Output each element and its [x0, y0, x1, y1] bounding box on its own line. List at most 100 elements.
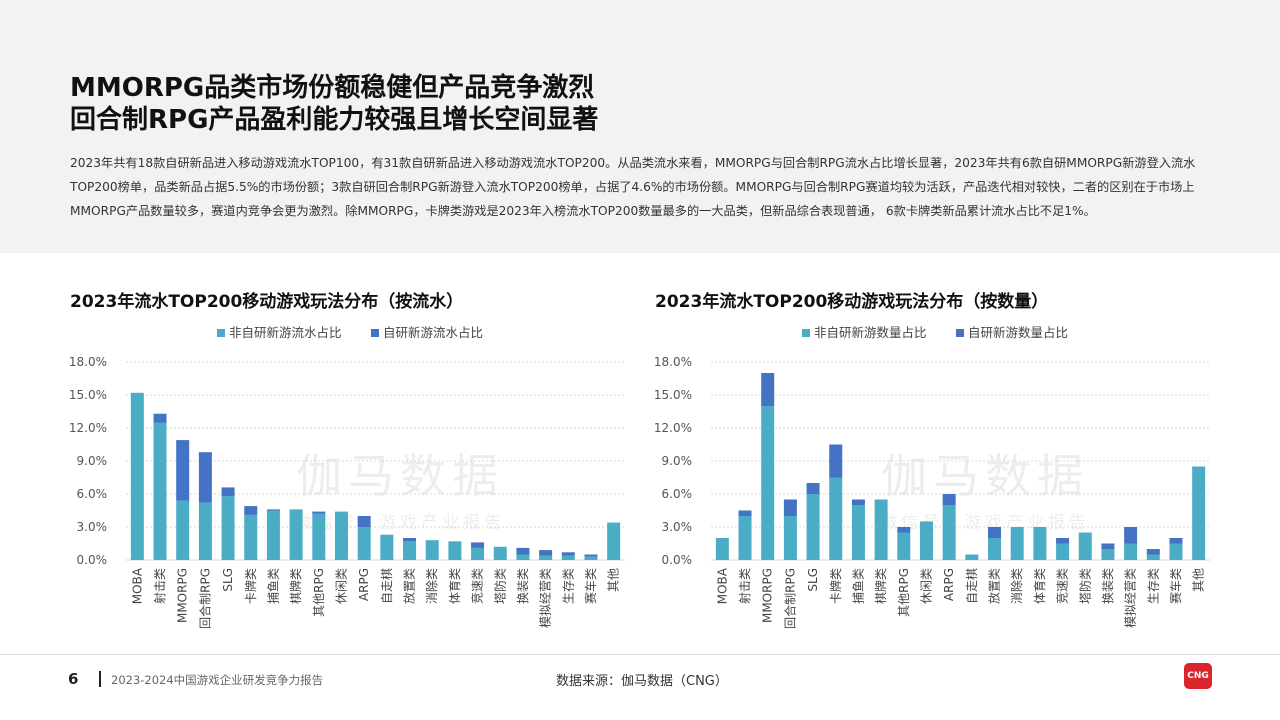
bar-segment — [919, 521, 933, 560]
y-tick-label: 18.0% — [654, 355, 692, 369]
y-tick-label: 0.0% — [662, 553, 693, 567]
x-tick-label: 其他 — [1192, 568, 1206, 592]
x-tick-label: 其他RPG — [897, 568, 911, 617]
bar-segment — [897, 532, 911, 560]
y-tick-label: 9.0% — [77, 454, 108, 468]
y-tick-label: 18.0% — [69, 355, 107, 369]
bar-segment — [988, 538, 1002, 560]
bar-segment — [198, 452, 212, 503]
legend-label: 非自研新游数量占比 — [814, 325, 927, 340]
bar-segment — [851, 505, 865, 560]
bar-segment — [1146, 554, 1160, 560]
bar-segment — [266, 510, 280, 560]
bar-segment — [1192, 466, 1206, 560]
x-tick-label: 其他RPG — [312, 568, 326, 617]
x-tick-label: 体育类 — [447, 568, 462, 604]
x-tick-label: 消除类 — [424, 568, 439, 604]
bar-segment — [1169, 538, 1183, 544]
watermark-main: 伽马数据 — [296, 449, 504, 503]
footer-divider — [0, 654, 1280, 655]
x-tick-label: 放置类 — [402, 568, 417, 604]
y-tick-label: 12.0% — [69, 421, 107, 435]
bar-segment — [493, 546, 507, 560]
bar-segment — [1124, 527, 1138, 544]
bar-segment — [334, 511, 348, 560]
bar-segment — [1033, 527, 1047, 560]
bar-segment — [153, 413, 167, 423]
bar-segment — [897, 527, 911, 533]
footer-separator — [99, 671, 101, 687]
legend-swatch — [802, 329, 810, 337]
bar-segment — [221, 496, 235, 560]
bar-segment — [221, 487, 235, 497]
bar-segment — [312, 513, 326, 560]
page-number: 6 — [68, 670, 79, 688]
legend-swatch — [956, 329, 964, 337]
bar-segment — [312, 511, 326, 514]
x-tick-label: 休闲类 — [334, 568, 348, 604]
x-tick-label: 放置类 — [987, 568, 1002, 604]
title-line-1: MMORPG品类市场份额稳健但产品竞争激烈 — [70, 73, 595, 103]
bar-segment — [357, 516, 371, 527]
bar-segment — [806, 494, 820, 560]
y-tick-label: 15.0% — [69, 388, 107, 402]
header-panel: MMORPG品类市场份额稳健但产品竞争激烈 回合制RPG产品盈利能力较强且增长空… — [0, 0, 1280, 253]
bar-segment — [783, 516, 797, 560]
description-paragraph: 2023年共有18款自研新品进入移动游戏流水TOP100，有31款自研新品进入移… — [70, 156, 1196, 218]
bar-segment — [448, 541, 462, 560]
x-tick-label: 换装类 — [1101, 568, 1115, 604]
bar-segment — [289, 509, 303, 560]
bar-segment — [942, 494, 956, 505]
x-tick-label: 体育类 — [1032, 568, 1047, 604]
bar-segment — [1010, 527, 1024, 560]
y-tick-label: 15.0% — [654, 388, 692, 402]
bar-segment — [584, 554, 598, 557]
legend-label: 自研新游数量占比 — [968, 325, 1068, 340]
x-tick-label: 棋牌类 — [289, 568, 303, 604]
x-tick-label: 塔防类 — [1077, 568, 1092, 604]
x-tick-label: 卡牌类 — [244, 568, 258, 604]
bar-segment — [988, 527, 1002, 538]
x-tick-label: 棋牌类 — [874, 568, 888, 604]
y-tick-label: 6.0% — [662, 487, 693, 501]
bar-segment — [403, 541, 417, 560]
bar-segment — [516, 547, 530, 555]
y-tick-label: 6.0% — [77, 487, 108, 501]
bar-segment — [1056, 543, 1070, 560]
bar-segment — [584, 556, 598, 560]
x-tick-label: 生存类 — [561, 568, 575, 604]
y-tick-label: 3.0% — [662, 520, 693, 534]
bar-segment — [561, 555, 575, 560]
x-tick-label: 换装类 — [516, 568, 530, 604]
bar-segment — [471, 542, 485, 548]
bar-segment — [783, 499, 797, 516]
bar-segment — [471, 547, 485, 560]
bar-segment — [942, 505, 956, 560]
bar-segment — [266, 509, 280, 511]
y-tick-label: 9.0% — [662, 454, 693, 468]
bar-segment — [1078, 532, 1092, 560]
x-tick-label: 塔防类 — [492, 568, 507, 604]
x-tick-label: 模拟经营类 — [539, 568, 553, 628]
data-source: 数据来源：伽马数据（CNG） — [556, 674, 728, 689]
bar-segment — [738, 510, 752, 516]
bar-segment — [761, 373, 775, 406]
bar-segment — [1101, 543, 1115, 549]
watermark-main: 伽马数据 — [881, 449, 1089, 503]
bar-segment — [715, 538, 729, 560]
x-tick-label: 赛车类 — [1168, 568, 1183, 604]
x-tick-label: ARPG — [357, 568, 371, 601]
x-tick-label: 射击类 — [152, 568, 167, 604]
bar-segment — [516, 554, 530, 560]
x-tick-label: 消除类 — [1009, 568, 1024, 604]
bar-segment — [380, 534, 394, 560]
watermark-sub: 微信号：游戏产业报告 — [880, 513, 1090, 533]
bar-segment — [403, 538, 417, 542]
x-tick-label: 休闲类 — [919, 568, 933, 604]
bar-segment — [244, 514, 258, 560]
x-tick-label: 回合制RPG — [197, 568, 212, 629]
report-name: 2023-2024中国游戏企业研发竞争力报告 — [111, 673, 324, 687]
legend-swatch — [371, 329, 379, 337]
